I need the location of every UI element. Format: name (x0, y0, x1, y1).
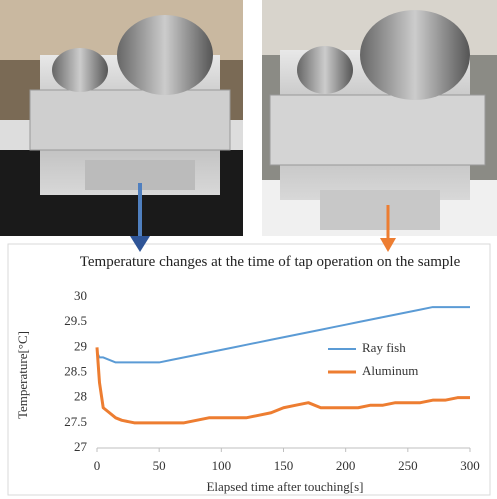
x-tick-label: 300 (460, 458, 480, 473)
y-tick-label: 28 (74, 389, 87, 404)
photo-right (262, 0, 497, 236)
x-tick-label: 50 (153, 458, 166, 473)
y-tick-label: 27 (74, 439, 88, 454)
y-tick-label: 27.5 (64, 414, 87, 429)
x-tick-label: 150 (274, 458, 294, 473)
x-tick-label: 100 (212, 458, 232, 473)
arrow-orange (380, 205, 396, 252)
x-tick-label: 250 (398, 458, 418, 473)
series-line (95, 347, 470, 425)
y-tick-label: 30 (74, 288, 87, 303)
x-axis-label: Elapsed time after touching[s] (206, 479, 363, 494)
y-tick-label: 29 (74, 338, 87, 353)
series-line (96, 306, 470, 364)
x-tick-label: 200 (336, 458, 356, 473)
photo-left (0, 0, 243, 236)
chart-title: Temperature changes at the time of tap o… (79, 254, 461, 270)
x-tick-label: 0 (94, 458, 101, 473)
y-tick-label: 29.5 (64, 313, 87, 328)
y-tick-label: 28.5 (64, 363, 87, 378)
chart-frame (7, 243, 491, 496)
arrow-blue (130, 183, 150, 252)
legend-label: Ray fish (362, 340, 406, 355)
legend-label: Aluminum (362, 363, 418, 378)
y-axis-label: Temperature[°C] (15, 331, 30, 419)
